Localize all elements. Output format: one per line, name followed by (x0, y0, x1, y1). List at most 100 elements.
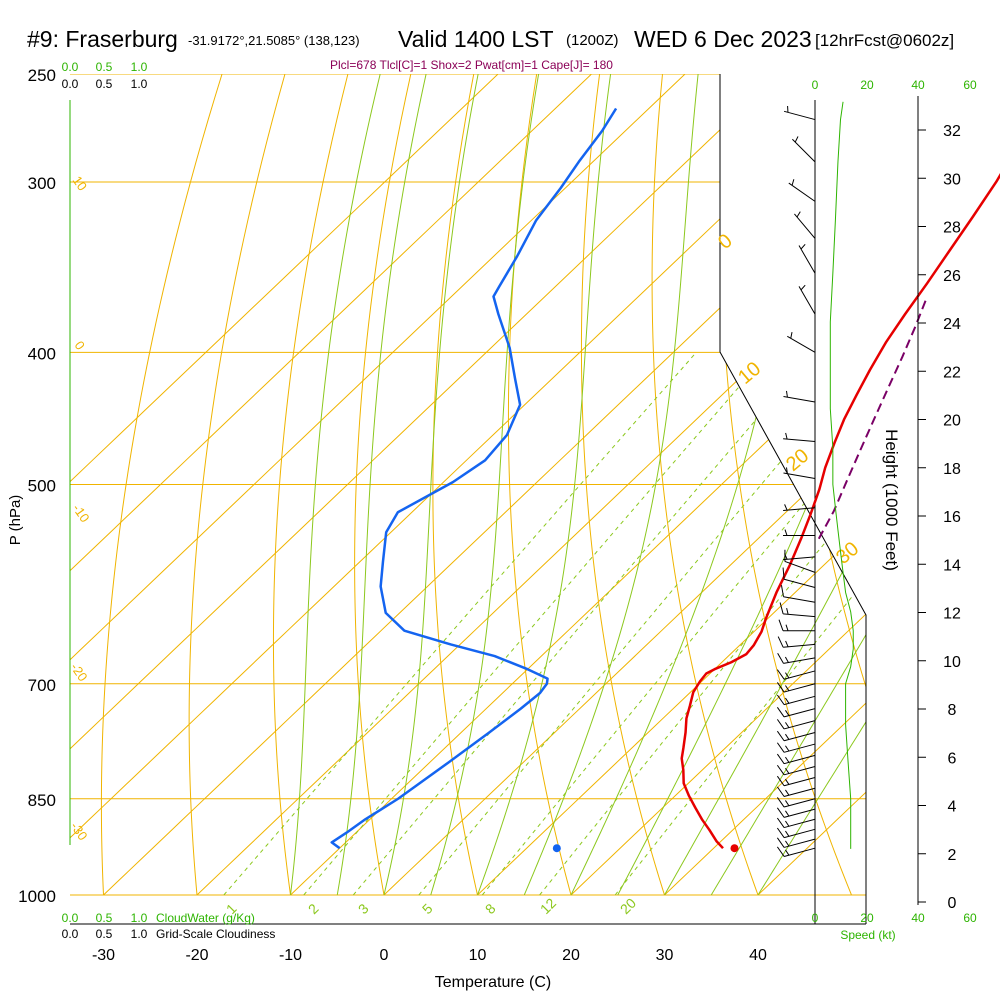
wind-barb (776, 730, 816, 742)
forecast-info: [12hrFcst@0602z] (815, 31, 955, 50)
station-coords: -31.9172°,21.5085° (138,123) (188, 33, 360, 48)
dry-adiabat-label-0: 0 (714, 230, 737, 254)
stability-indices: Plcl=678 Tlcl[C]=1 Shox=2 Pwat[cm]=1 Cap… (330, 58, 613, 72)
mixing-ratio-label-3: 3 (355, 900, 372, 917)
x-tick-0: 0 (380, 947, 389, 964)
wind-speed-top-tick-20: 20 (860, 78, 874, 92)
isotherm--70 (70, 74, 618, 896)
cloudwater-bottom-tick-2: 1.0 (131, 911, 148, 925)
x-axis-label: Temperature (C) (435, 974, 551, 991)
cloudwater-bottom-tick-1: 0.5 (96, 911, 113, 925)
cloudwater-bottom-tick-0: 0.0 (62, 911, 79, 925)
wind-barb (783, 432, 816, 443)
height-tick-26: 26 (943, 268, 961, 285)
isotherm--30 (103, 74, 866, 896)
station-title: #9: Fraserburg (27, 26, 178, 52)
wind-barb (776, 707, 816, 718)
height-tick-30: 30 (943, 171, 961, 188)
cloudiness-top-tick-1: 0.5 (96, 77, 113, 91)
mixing-ratio-label-5: 5 (419, 900, 436, 917)
dry-adiabat--20 (188, 74, 293, 896)
height-tick-20: 20 (943, 413, 961, 430)
isotherm-10 (477, 74, 866, 896)
utc-time: (1200Z) (566, 32, 619, 49)
wind-speed-profile (829, 101, 854, 849)
wind-speed-label: Speed (kt) (840, 928, 895, 942)
wind-barb (783, 553, 816, 561)
height-tick-10: 10 (943, 654, 961, 671)
mixing-ratio-1 (223, 352, 697, 896)
mixing-ratio-8 (481, 352, 866, 896)
wind-barb (776, 846, 816, 857)
cloudiness-top-tick-0: 0.0 (62, 77, 79, 91)
height-tick-6: 6 (948, 750, 957, 767)
dry-adiabat-90 (976, 50, 1000, 895)
cloudwater-label: CloudWater (g/Kg) (156, 911, 255, 925)
height-tick-12: 12 (943, 606, 961, 623)
height-tick-4: 4 (948, 799, 957, 816)
x-tick-40: 40 (749, 947, 767, 964)
moist-adiabat-0 (383, 74, 479, 896)
wind-barb (779, 602, 816, 618)
cloudiness-bottom-tick-2: 1.0 (131, 927, 148, 941)
mixing-ratio-label-2: 2 (305, 900, 322, 917)
moist-adiabat--5 (336, 74, 427, 896)
mixing-ratio-label-20: 20 (617, 895, 639, 917)
dry-adiabat-40 (651, 74, 759, 896)
moist-adiabat-40 (757, 74, 866, 896)
wind-barb (784, 549, 816, 573)
isotherm-label-3: -20 (68, 660, 91, 684)
dry-adiabat-70 (850, 74, 866, 896)
p-tick-400: 400 (28, 344, 56, 363)
x-tick--30: -30 (92, 947, 115, 964)
dry-adiabat-label-1: 10 (734, 358, 765, 389)
wind-barb (776, 719, 816, 730)
dry-adiabat-label-3: 30 (832, 538, 863, 569)
wind-speed-top-tick-60: 60 (963, 78, 977, 92)
wind-barb (776, 742, 816, 753)
height-tick-16: 16 (943, 509, 961, 526)
height-tick-24: 24 (943, 316, 961, 333)
cloudiness-top-tick-2: 1.0 (131, 77, 148, 91)
cloudwater-top-tick-1: 0.5 (96, 60, 113, 74)
isotherm--60 (70, 74, 711, 896)
height-tick-32: 32 (943, 123, 961, 140)
wind-barb (776, 669, 816, 680)
dry-adiabat-30 (580, 74, 665, 896)
moist-adiabat-15 (523, 74, 699, 896)
height-tick-18: 18 (943, 461, 961, 478)
mixing-ratio-12 (539, 352, 866, 896)
wind-barb (776, 827, 816, 839)
wind-barb (776, 694, 816, 706)
dry-adiabat--10 (272, 74, 355, 896)
wind-speed-bottom-tick-0: 0 (812, 911, 819, 925)
temperature-trace (680, 173, 1000, 850)
p-tick-1000: 1000 (18, 887, 56, 906)
wind-barb (776, 775, 816, 787)
isotherm-label-4: -30 (68, 819, 91, 843)
isotherm--50 (70, 74, 805, 896)
wind-barb (776, 837, 816, 848)
wind-barb (798, 243, 816, 274)
valid-date: WED 6 Dec 2023 (634, 26, 812, 52)
height-tick-8: 8 (948, 702, 957, 719)
wind-barb (783, 504, 816, 512)
surface-dewpoint-dot (552, 844, 561, 853)
height-tick-22: 22 (943, 364, 961, 381)
p-tick-300: 300 (28, 174, 56, 193)
y-axis-label: P (hPa) (7, 495, 24, 546)
moist-adiabat--10 (290, 74, 381, 896)
x-tick--10: -10 (279, 947, 302, 964)
wind-barb (776, 807, 816, 818)
wind-barb (798, 284, 816, 315)
dry-adiabat-0 (354, 74, 417, 896)
isotherm-label-0: 10 (70, 173, 91, 193)
x-tick-10: 10 (469, 947, 487, 964)
height-tick-0: 0 (948, 895, 957, 912)
p-tick-700: 700 (28, 676, 56, 695)
dry-adiabat-10 (432, 74, 479, 896)
wind-barb (783, 529, 815, 537)
height-tick-2: 2 (948, 847, 957, 864)
